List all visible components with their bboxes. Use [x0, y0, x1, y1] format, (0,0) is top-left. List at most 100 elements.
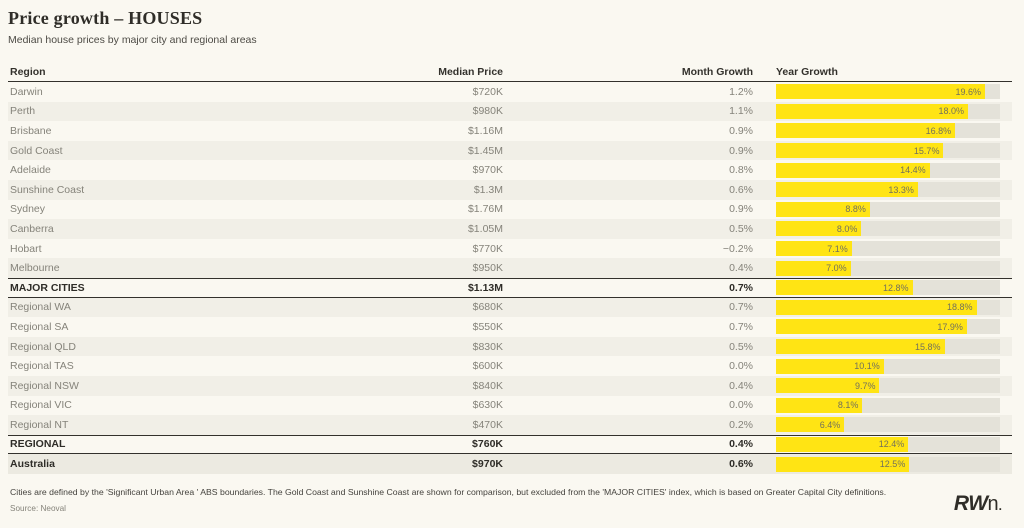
year-growth-bar-track: 18.8%	[776, 299, 1000, 315]
year-growth-bar-label: 14.4%	[900, 165, 926, 176]
year-growth-bar: 15.8%	[776, 339, 945, 355]
region-cell: Brisbane	[10, 124, 52, 137]
month-growth-cell: 0.7%	[729, 320, 753, 333]
month-growth-cell: 0.5%	[729, 222, 753, 235]
year-growth-cell: 13.3%	[753, 180, 1000, 200]
year-growth-bar-label: 13.3%	[888, 184, 914, 195]
table-row: Australia $970K 0.6% 12.5%	[8, 454, 1012, 474]
month-growth-cell: 0.4%	[729, 438, 753, 451]
year-growth-bar: 7.1%	[776, 241, 852, 257]
median-price-cell: $1.76M	[467, 203, 503, 216]
median-price-cell: $950K	[472, 262, 503, 275]
source-text: Source: Neoval	[10, 503, 66, 513]
table-row: Regional WA $680K 0.7% 18.8%	[8, 297, 1012, 318]
year-growth-cell: 9.7%	[753, 376, 1000, 396]
footnote-text: Cities are defined by the 'Significant U…	[10, 486, 887, 497]
median-price-cell: $1.13M	[467, 281, 503, 294]
year-growth-bar-track: 12.8%	[776, 280, 1000, 296]
table-row: Darwin $720K 1.2% 19.6%	[8, 82, 1012, 102]
median-price-cell: $470K	[472, 418, 503, 431]
year-growth-bar: 13.3%	[776, 182, 918, 198]
region-cell: Adelaide	[10, 164, 51, 177]
year-growth-bar: 12.8%	[776, 280, 913, 296]
year-growth-bar-track: 12.5%	[776, 456, 1000, 472]
year-growth-bar-track: 8.0%	[776, 221, 1000, 237]
year-growth-cell: 10.1%	[753, 356, 1000, 376]
column-header-month-growth: Month Growth	[681, 65, 753, 78]
month-growth-cell: −0.2%	[722, 242, 753, 255]
table-row: Canberra $1.05M 0.5% 8.0%	[8, 219, 1012, 239]
median-price-cell: $1.05M	[467, 222, 503, 235]
year-growth-bar-track: 12.4%	[776, 436, 1000, 452]
year-growth-bar: 19.6%	[776, 84, 986, 100]
year-growth-bar-label: 12.5%	[879, 459, 906, 470]
table-header-row: Region Median Price Month Growth Year Gr…	[8, 62, 1012, 82]
year-growth-bar-label: 8.1%	[837, 400, 859, 411]
year-growth-cell: 12.5%	[753, 454, 1000, 474]
median-price-cell: $840K	[472, 379, 503, 392]
year-growth-bar-label: 10.1%	[854, 361, 880, 372]
month-growth-cell: 0.6%	[729, 458, 753, 471]
median-price-cell: $680K	[472, 301, 503, 314]
year-growth-bar-label: 16.8%	[925, 125, 952, 136]
region-cell: Regional VIC	[10, 399, 72, 412]
year-growth-bar-track: 14.4%	[776, 162, 1000, 178]
year-growth-bar-track: 9.7%	[776, 378, 1000, 394]
median-price-cell: $550K	[472, 320, 503, 333]
year-growth-bar-label: 8.0%	[836, 223, 858, 234]
median-price-cell: $830K	[472, 340, 503, 353]
year-growth-bar: 12.5%	[776, 456, 910, 472]
region-cell: Australia	[10, 458, 55, 471]
median-price-cell: $1.45M	[467, 144, 503, 157]
year-growth-bar-label: 9.7%	[854, 380, 876, 391]
year-growth-bar-track: 8.8%	[776, 201, 1000, 217]
year-growth-bar-label: 15.7%	[913, 145, 940, 156]
year-growth-bar-track: 18.0%	[776, 103, 1000, 119]
year-growth-bar-track: 15.7%	[776, 143, 1000, 159]
year-growth-bar: 12.4%	[776, 436, 909, 452]
column-header-region: Region	[10, 65, 46, 78]
month-growth-cell: 0.9%	[729, 203, 753, 216]
table-row: Brisbane $1.16M 0.9% 16.8%	[8, 121, 1012, 141]
year-growth-bar-track: 15.8%	[776, 339, 1000, 355]
month-growth-cell: 0.0%	[729, 360, 753, 373]
month-growth-cell: 0.8%	[729, 164, 753, 177]
year-growth-bar: 16.8%	[776, 123, 956, 139]
year-growth-bar: 8.0%	[776, 221, 862, 237]
year-growth-bar: 9.7%	[776, 378, 880, 394]
logo-n: n	[987, 493, 999, 515]
year-growth-bar: 8.1%	[776, 397, 863, 413]
price-growth-table: Region Median Price Month Growth Year Gr…	[8, 62, 1012, 474]
table-row: Regional NT $470K 0.2% 6.4%	[8, 415, 1012, 435]
table-row: Hobart $770K −0.2% 7.1%	[8, 239, 1012, 259]
year-growth-bar-track: 7.0%	[776, 260, 1000, 276]
region-cell: Sunshine Coast	[10, 183, 85, 196]
region-cell: Perth	[10, 105, 36, 118]
median-price-cell: $600K	[472, 360, 503, 373]
month-growth-cell: 0.2%	[729, 418, 753, 431]
year-growth-bar-label: 7.1%	[827, 243, 848, 254]
month-growth-cell: 0.6%	[729, 183, 753, 196]
page-title: Price growth – HOUSES	[8, 8, 203, 28]
region-cell: Regional QLD	[10, 340, 76, 353]
year-growth-cell: 16.8%	[753, 121, 1000, 141]
region-cell: Hobart	[10, 242, 42, 255]
year-growth-bar-track: 16.8%	[776, 123, 1000, 139]
region-cell: MAJOR CITIES	[10, 281, 85, 294]
region-cell: Darwin	[10, 85, 43, 98]
median-price-cell: $1.16M	[467, 124, 503, 137]
year-growth-cell: 12.8%	[753, 279, 1000, 297]
region-cell: Gold Coast	[10, 144, 63, 157]
month-growth-cell: 1.1%	[729, 105, 753, 118]
month-growth-cell: 0.7%	[729, 281, 753, 294]
year-growth-cell: 17.9%	[753, 317, 1000, 337]
month-growth-cell: 0.7%	[729, 301, 753, 314]
year-growth-cell: 6.4%	[753, 415, 1000, 435]
table-row: MAJOR CITIES $1.13M 0.7% 12.8%	[8, 277, 1012, 298]
column-header-year-growth: Year Growth	[776, 65, 838, 78]
month-growth-cell: 0.9%	[729, 124, 753, 137]
median-price-cell: $770K	[472, 242, 503, 255]
year-growth-bar-track: 6.4%	[776, 417, 1000, 433]
month-growth-cell: 0.0%	[729, 399, 753, 412]
table-body: Darwin $720K 1.2% 19.6% Perth $980K 1.1% 18.0% B…	[8, 82, 1012, 474]
